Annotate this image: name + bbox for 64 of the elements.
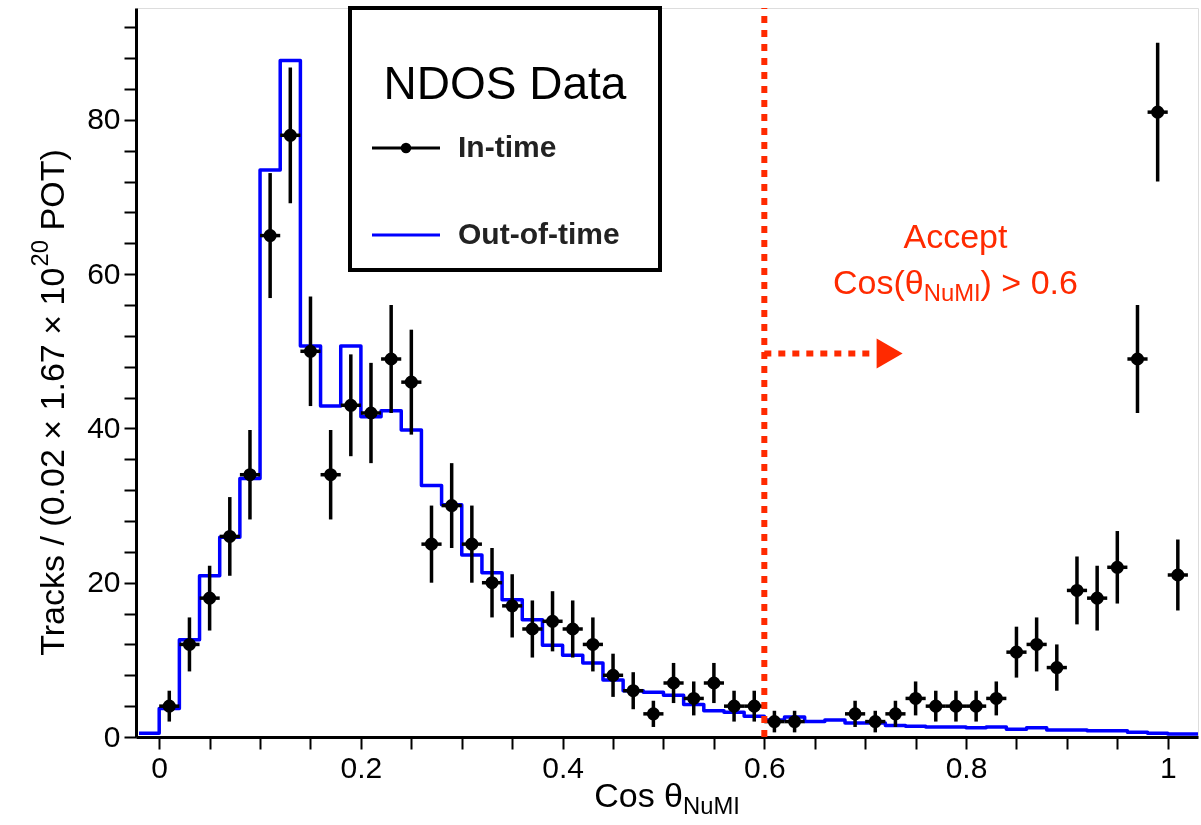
point — [788, 715, 802, 729]
point — [929, 699, 943, 713]
point — [1030, 637, 1044, 651]
point — [747, 699, 761, 713]
x-tick-label: 0.4 — [542, 750, 584, 784]
legend-title: NDOS Data — [383, 57, 627, 109]
point — [1130, 352, 1145, 366]
point — [546, 614, 560, 628]
point — [646, 707, 660, 721]
y-tick-label: 80 — [87, 102, 121, 136]
point — [949, 699, 963, 713]
point — [162, 699, 176, 713]
y-axis-title: Tracks / (0.02 × 1.67 × 1020 POT) — [26, 149, 71, 656]
point — [243, 468, 257, 482]
point — [303, 344, 317, 358]
point — [566, 622, 580, 636]
y-tick-label: 60 — [87, 256, 121, 290]
point — [1171, 568, 1185, 582]
x-tick-label: 0 — [151, 750, 169, 784]
point — [525, 622, 539, 636]
point — [848, 707, 862, 721]
point — [404, 375, 418, 389]
x-tick-label: 0.6 — [743, 750, 786, 784]
point — [586, 637, 600, 651]
point — [868, 715, 882, 729]
point — [606, 668, 620, 682]
point — [989, 691, 1003, 705]
point — [909, 691, 923, 705]
point — [1110, 560, 1124, 574]
legend-label: Out-of-time — [458, 217, 620, 250]
point — [223, 529, 237, 543]
point — [364, 406, 378, 420]
point — [1009, 645, 1023, 659]
x-tick-label: 0.8 — [945, 750, 988, 784]
point — [344, 398, 358, 412]
point — [182, 637, 196, 651]
point — [687, 691, 701, 705]
point — [1050, 661, 1064, 675]
point — [203, 591, 217, 605]
point — [1090, 591, 1104, 605]
point — [424, 537, 439, 551]
y-tick-label: 40 — [87, 410, 121, 444]
y-tick-label: 0 — [103, 719, 121, 753]
point — [384, 352, 398, 366]
point — [707, 676, 721, 690]
point — [767, 715, 781, 729]
point — [667, 676, 681, 690]
x-tick-label: 0.2 — [340, 750, 383, 784]
point — [1070, 583, 1084, 597]
point — [263, 229, 277, 243]
point — [727, 699, 741, 713]
point — [888, 707, 902, 721]
point — [505, 599, 519, 613]
point — [1151, 105, 1165, 119]
x-tick-label: 1 — [1159, 750, 1177, 784]
legend-label: In-time — [458, 130, 557, 163]
point — [465, 537, 479, 551]
point — [626, 684, 640, 698]
point — [445, 499, 459, 513]
y-tick-label: 20 — [87, 565, 121, 599]
point — [969, 699, 983, 713]
point — [283, 128, 297, 142]
point — [485, 576, 499, 590]
point — [324, 468, 338, 482]
